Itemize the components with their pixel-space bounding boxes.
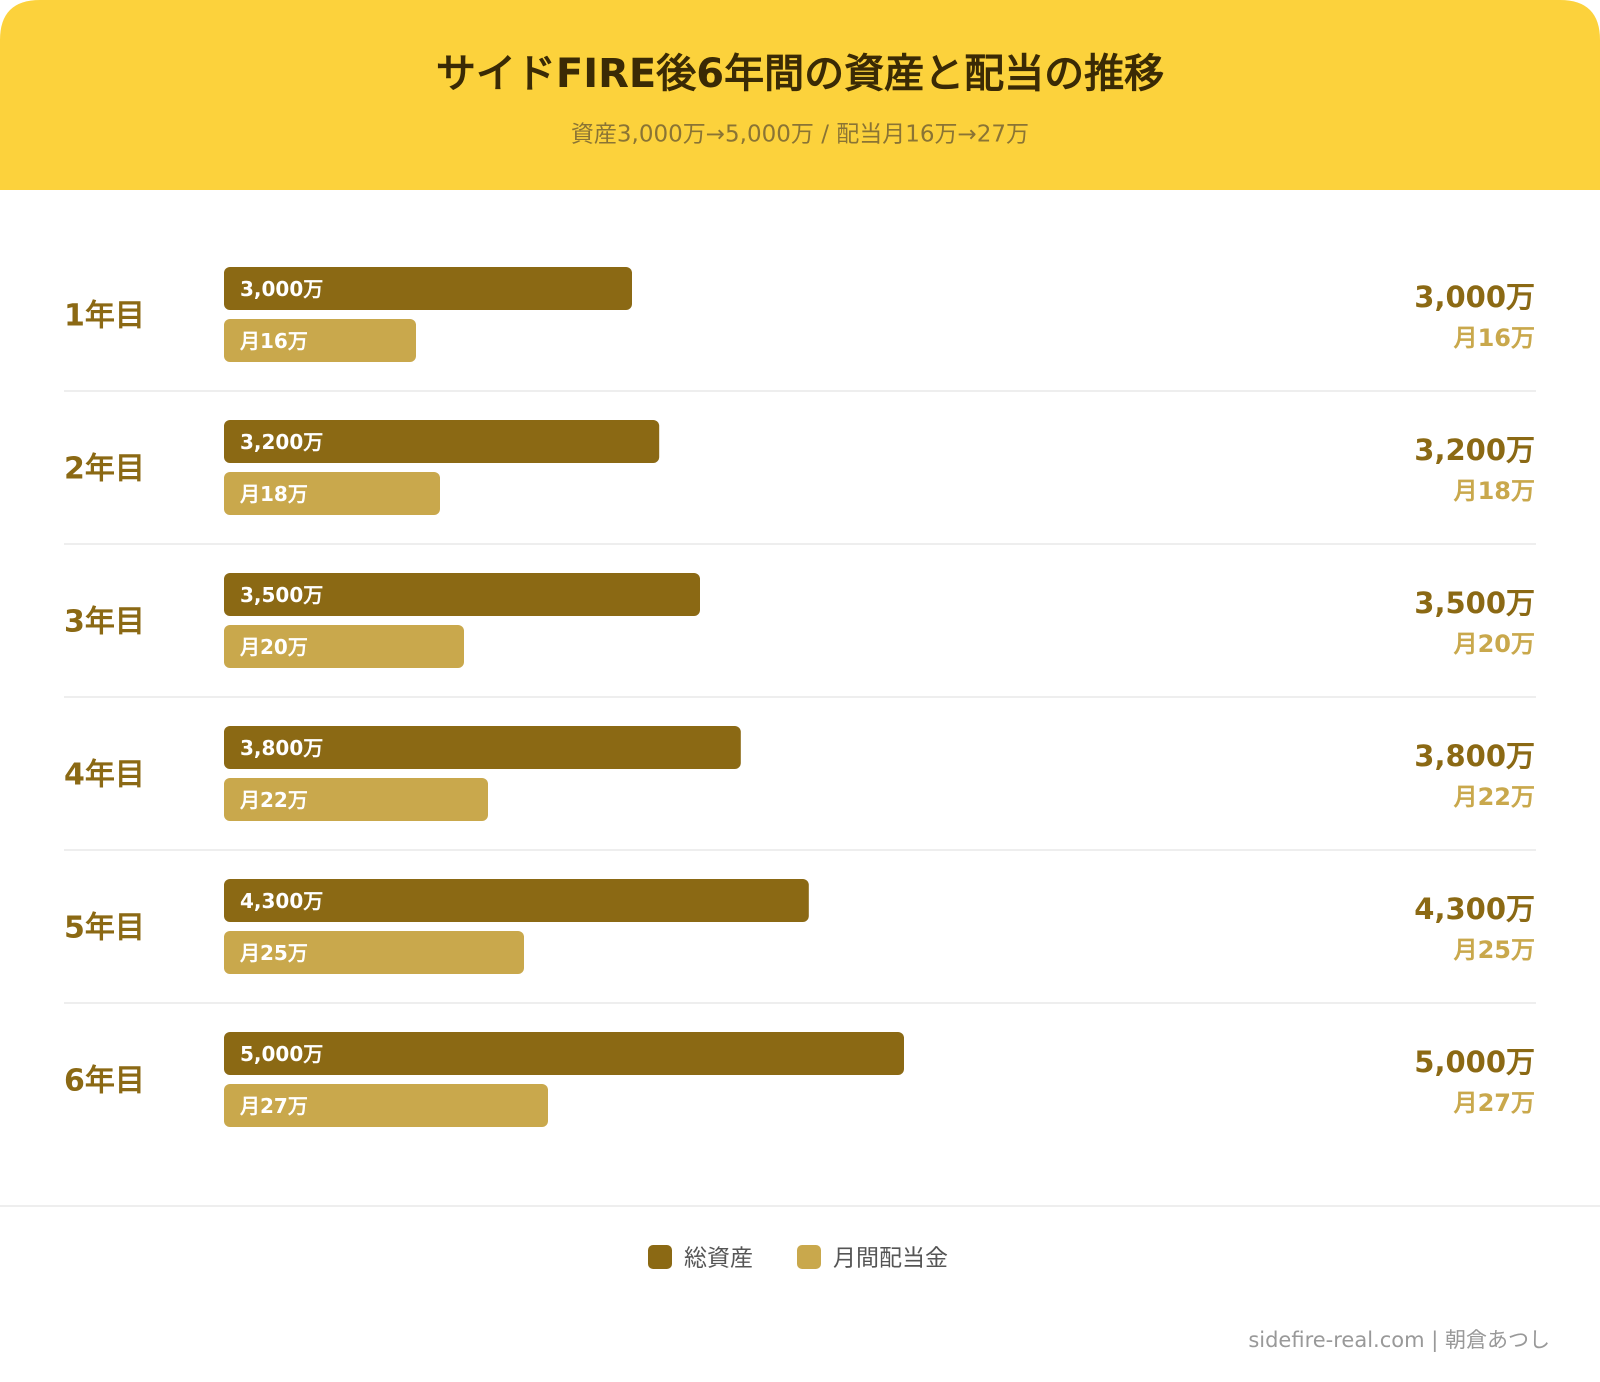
value-label: 月18万: [1453, 477, 1535, 505]
chart-subtitle: 資産3,000万→5,000万 / 配当月16万→27万: [571, 122, 1029, 148]
value-label: 3,800万: [1414, 739, 1535, 773]
bar-label: 月20万: [239, 635, 308, 659]
header-band: [0, 0, 1600, 190]
value-label: 月27万: [1453, 1089, 1535, 1117]
bar-label: 月25万: [239, 941, 308, 965]
chart-title: サイドFIRE後6年間の資産と配当の推移: [436, 51, 1164, 97]
value-label: 月16万: [1453, 324, 1535, 352]
legend-swatch: [797, 1245, 821, 1269]
bar: [224, 778, 488, 821]
legend-swatch: [648, 1245, 672, 1269]
value-label: 4,300万: [1414, 892, 1535, 926]
bar-label: 月16万: [239, 329, 308, 353]
bar-label: 3,000万: [240, 277, 323, 301]
bar: [224, 573, 700, 616]
row-label: 3年目: [64, 605, 145, 640]
value-label: 月25万: [1453, 936, 1535, 964]
bar-label: 月22万: [239, 788, 308, 812]
row-label: 5年目: [64, 911, 145, 946]
legend-label: 月間配当金: [833, 1246, 948, 1272]
bar-label: 3,500万: [240, 583, 323, 607]
bar-label: 5,000万: [240, 1042, 323, 1066]
bar-label: 月18万: [239, 482, 308, 506]
value-label: 月22万: [1453, 783, 1535, 811]
bar: [224, 931, 524, 974]
bar: [224, 1084, 548, 1127]
row-label: 2年目: [64, 452, 145, 487]
bar: [224, 879, 809, 922]
bar: [224, 420, 660, 463]
value-label: 3,000万: [1414, 280, 1535, 314]
row-label: 4年目: [64, 758, 145, 793]
bar: [224, 625, 464, 668]
value-label: 3,200万: [1414, 433, 1535, 467]
row-label: 1年目: [64, 299, 145, 334]
footer-credit: sidefire-real.com | 朝倉あつし: [1248, 1328, 1550, 1353]
value-label: 月20万: [1453, 630, 1535, 658]
bar-label: 月27万: [239, 1094, 308, 1118]
bar: [224, 472, 440, 515]
row-label: 6年目: [64, 1064, 145, 1099]
bar: [224, 267, 632, 310]
value-label: 5,000万: [1414, 1045, 1535, 1079]
bar: [224, 319, 416, 362]
bar-label: 4,300万: [240, 889, 323, 913]
bar: [224, 726, 741, 769]
bar-label: 3,800万: [240, 736, 323, 760]
value-label: 3,500万: [1414, 586, 1535, 620]
legend-label: 総資産: [684, 1246, 753, 1272]
bar-label: 3,200万: [240, 430, 323, 454]
bar: [224, 1032, 904, 1075]
